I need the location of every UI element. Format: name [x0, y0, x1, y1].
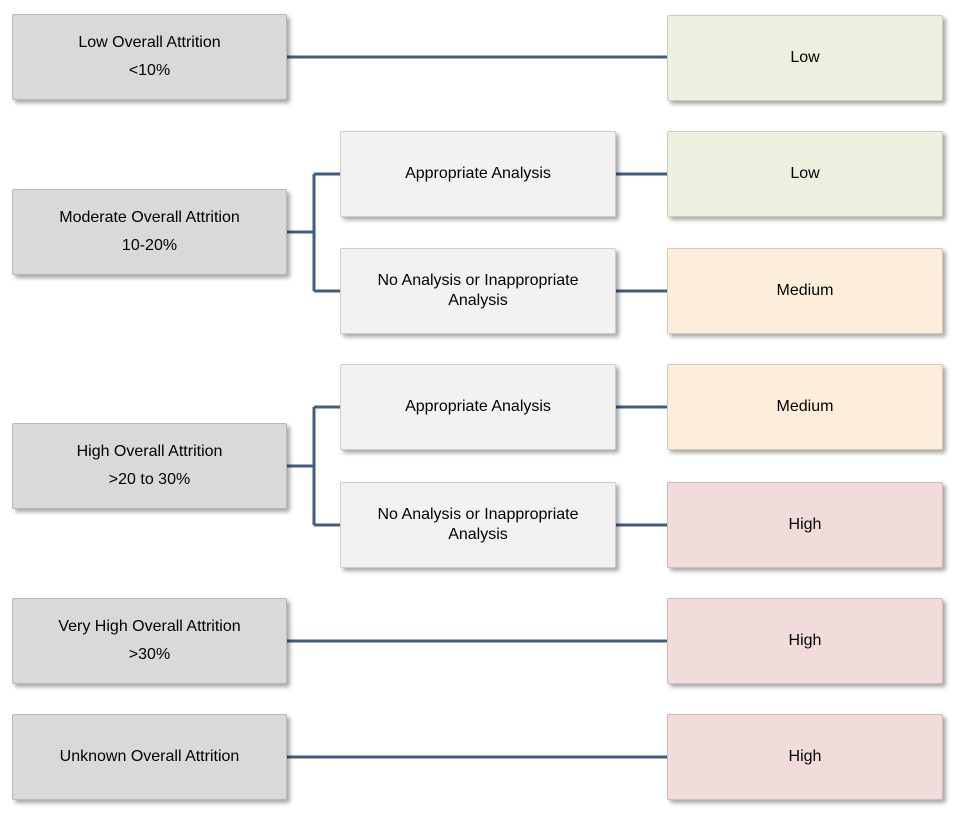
connector-high-branch — [287, 405, 340, 527]
node-label: Unknown Overall Attrition — [60, 747, 240, 767]
node-outcome-medium-2: Medium — [667, 364, 943, 450]
node-label: No Analysis or Inappropriate Analysis — [377, 506, 579, 543]
node-moderate-overall-attrition: Moderate Overall Attrition 10-20% — [12, 189, 287, 275]
node-label: Low — [790, 165, 820, 182]
node-label: Very High Overall Attrition >30% — [58, 617, 240, 665]
node-outcome-high-1: High — [667, 482, 943, 568]
node-label: Medium — [776, 282, 834, 299]
node-moderate-no-analysis: No Analysis or Inappropriate Analysis — [340, 248, 616, 334]
attrition-title: Very High Overall Attrition — [58, 618, 241, 635]
node-very-high-overall-attrition: Very High Overall Attrition >30% — [12, 598, 287, 684]
node-label: Moderate Overall Attrition 10-20% — [59, 208, 240, 256]
node-outcome-low-1: Low — [667, 15, 943, 101]
node-outcome-medium-1: Medium — [667, 248, 943, 334]
node-label: Appropriate Analysis — [405, 398, 551, 415]
attrition-title: Moderate Overall Attrition — [59, 209, 240, 226]
node-label: Medium — [776, 398, 834, 415]
attrition-title: Low Overall Attrition — [78, 34, 221, 51]
node-label: Appropriate Analysis — [405, 165, 551, 182]
node-label: High — [788, 632, 822, 649]
node-label: High Overall Attrition >20 to 30% — [77, 442, 223, 490]
node-unknown-overall-attrition: Unknown Overall Attrition — [12, 714, 287, 800]
attrition-range: 10-20% — [121, 237, 178, 254]
node-moderate-appropriate-analysis: Appropriate Analysis — [340, 131, 616, 217]
attrition-title: Unknown Overall Attrition — [59, 748, 240, 765]
attrition-title: High Overall Attrition — [76, 443, 223, 460]
node-outcome-high-3: High — [667, 714, 943, 800]
node-label: Low Overall Attrition <10% — [78, 33, 220, 81]
node-outcome-low-2: Low — [667, 131, 943, 217]
node-low-overall-attrition: Low Overall Attrition <10% — [12, 14, 287, 100]
node-label: High — [788, 748, 822, 765]
node-high-no-analysis: No Analysis or Inappropriate Analysis — [340, 482, 616, 568]
node-high-overall-attrition: High Overall Attrition >20 to 30% — [12, 423, 287, 509]
attrition-range: <10% — [128, 62, 171, 79]
node-outcome-high-2: High — [667, 598, 943, 684]
attrition-range: >30% — [128, 646, 171, 663]
node-label: High — [788, 516, 822, 533]
node-label: No Analysis or Inappropriate Analysis — [377, 272, 579, 309]
connector-moderate-branch — [287, 172, 340, 293]
attrition-range: >20 to 30% — [108, 471, 191, 488]
node-high-appropriate-analysis: Appropriate Analysis — [340, 364, 616, 450]
node-label: Low — [790, 49, 820, 66]
